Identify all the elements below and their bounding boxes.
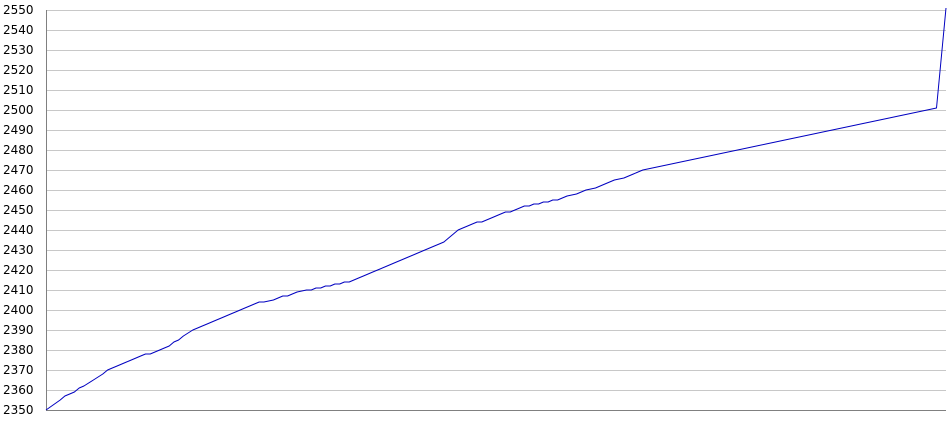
y-tick-label: 2520 <box>3 63 34 77</box>
y-tick-label: 2460 <box>3 183 34 197</box>
y-tick-label: 2410 <box>3 283 34 297</box>
y-tick-label: 2500 <box>3 103 34 117</box>
y-tick-label: 2550 <box>3 3 34 17</box>
y-tick-label: 2360 <box>3 383 34 397</box>
y-tick-label: 2470 <box>3 163 34 177</box>
y-tick-label: 2380 <box>3 343 34 357</box>
y-tick-label: 2350 <box>3 403 34 417</box>
y-tick-label: 2420 <box>3 263 34 277</box>
y-tick-label: 2510 <box>3 83 34 97</box>
y-tick-label: 2370 <box>3 363 34 377</box>
y-tick-label: 2530 <box>3 43 34 57</box>
y-tick-label: 2430 <box>3 243 34 257</box>
y-tick-label: 2400 <box>3 303 34 317</box>
y-tick-label: 2390 <box>3 323 34 337</box>
y-tick-label: 2450 <box>3 203 34 217</box>
grid <box>46 10 946 411</box>
y-tick-label: 2440 <box>3 223 34 237</box>
y-tick-label: 2480 <box>3 143 34 157</box>
y-tick-label: 2490 <box>3 123 34 137</box>
series-line-0 <box>45 7 947 411</box>
y-tick-label: 2540 <box>3 23 34 37</box>
y-tick-labels: 2350 2360 2370 2380 2390 2400 2410 2420 2430 2440… <box>3 3 34 417</box>
series-lines <box>45 7 947 411</box>
